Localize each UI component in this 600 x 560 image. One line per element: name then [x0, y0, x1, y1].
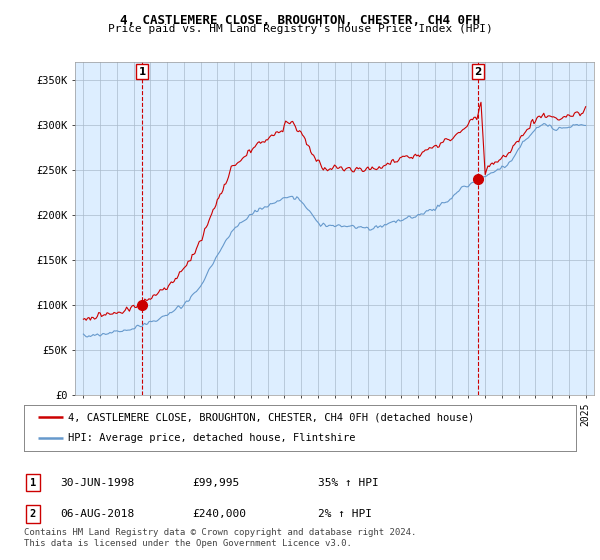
Text: 1: 1	[30, 478, 36, 488]
Text: 4, CASTLEMERE CLOSE, BROUGHTON, CHESTER, CH4 0FH: 4, CASTLEMERE CLOSE, BROUGHTON, CHESTER,…	[120, 14, 480, 27]
Text: £99,995: £99,995	[192, 478, 239, 488]
Text: 4, CASTLEMERE CLOSE, BROUGHTON, CHESTER, CH4 0FH (detached house): 4, CASTLEMERE CLOSE, BROUGHTON, CHESTER,…	[68, 412, 475, 422]
Text: 2% ↑ HPI: 2% ↑ HPI	[318, 509, 372, 519]
Text: HPI: Average price, detached house, Flintshire: HPI: Average price, detached house, Flin…	[68, 433, 356, 444]
Text: 1: 1	[139, 67, 146, 77]
Text: £240,000: £240,000	[192, 509, 246, 519]
Text: 06-AUG-2018: 06-AUG-2018	[60, 509, 134, 519]
Text: 2: 2	[30, 509, 36, 519]
Text: 2: 2	[475, 67, 482, 77]
Text: 35% ↑ HPI: 35% ↑ HPI	[318, 478, 379, 488]
Text: Contains HM Land Registry data © Crown copyright and database right 2024.
This d: Contains HM Land Registry data © Crown c…	[24, 528, 416, 548]
Text: 30-JUN-1998: 30-JUN-1998	[60, 478, 134, 488]
Text: Price paid vs. HM Land Registry's House Price Index (HPI): Price paid vs. HM Land Registry's House …	[107, 24, 493, 34]
